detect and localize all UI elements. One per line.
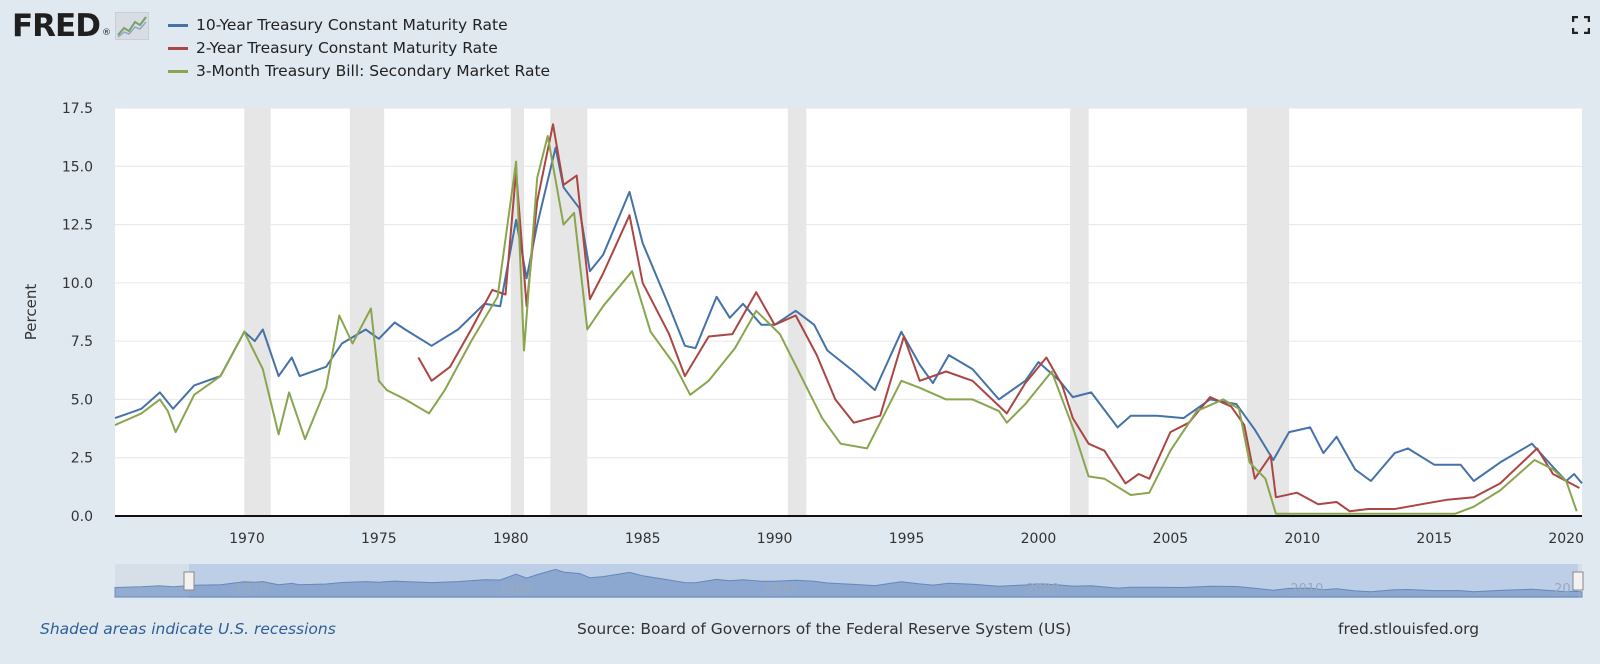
x-tick-label-6: 2000	[1021, 531, 1057, 547]
chart-legend: 10-Year Treasury Constant Maturity Rate …	[168, 14, 550, 83]
legend-swatch-3mo	[168, 70, 188, 73]
y-tick-label-6: 15.0	[62, 159, 93, 175]
recession-note[interactable]: Shaded areas indicate U.S. recessions	[40, 620, 336, 638]
series-lines	[114, 123, 1583, 515]
legend-item-3mo[interactable]: 3-Month Treasury Bill: Secondary Market …	[168, 60, 550, 83]
fred-logo[interactable]: FRED ®	[12, 8, 149, 44]
x-tick-label-5: 1995	[889, 531, 925, 547]
x-tick-label-10: 2020	[1548, 531, 1584, 547]
recession-band-6	[1246, 108, 1290, 516]
x-axis-tick-labels: 1970 1975 1980 1985 1990 1995 2000 2005 2010 2015…	[229, 531, 1584, 547]
plot-background	[115, 108, 1582, 516]
chart: 0.0 2.5 5.0 7.5 10.0 12.5 15.0 17.5 1970 1975 198…	[22, 101, 1584, 598]
y-tick-label-7: 17.5	[62, 101, 93, 117]
legend-item-10yr[interactable]: 10-Year Treasury Constant Maturity Rate	[168, 14, 550, 37]
series-line-1	[417, 123, 1580, 513]
y-tick-label-0: 0.0	[71, 509, 93, 525]
x-tick-label-0: 1970	[229, 531, 265, 547]
navigator-label-3: 2000	[1026, 582, 1059, 597]
recession-band-0	[244, 108, 271, 516]
fred-graph-icon	[114, 12, 149, 40]
series-line-2	[114, 135, 1578, 515]
legend-label-10yr: 10-Year Treasury Constant Maturity Rate	[196, 16, 508, 34]
legend-item-2yr[interactable]: 2-Year Treasury Constant Maturity Rate	[168, 37, 550, 60]
legend-label-3mo: 3-Month Treasury Bill: Secondary Market …	[196, 62, 551, 80]
fullscreen-icon[interactable]	[1572, 16, 1590, 34]
y-tick-label-1: 2.5	[71, 451, 93, 467]
recession-band-5	[1070, 108, 1089, 516]
x-tick-label-1: 1975	[361, 531, 397, 547]
navigator-label-4: 2010	[1290, 582, 1323, 597]
x-tick-label-8: 2010	[1284, 531, 1320, 547]
navigator-area	[114, 568, 1583, 598]
recession-band-2	[510, 108, 524, 516]
legend-swatch-2yr	[168, 47, 188, 50]
y-tick-label-2: 5.0	[71, 392, 93, 408]
y-axis-tick-labels: 0.0 2.5 5.0 7.5 10.0 12.5 15.0 17.5	[62, 101, 93, 525]
navigator-handle-left[interactable]	[183, 571, 195, 591]
navigator[interactable]: 1970 1980 1990 2000 2010 20	[114, 564, 1584, 598]
grid-lines	[115, 107, 1582, 459]
y-axis-title: Percent	[22, 284, 40, 341]
navigator-label-2: 1990	[763, 582, 796, 597]
navigator-label-1: 1980	[499, 582, 532, 597]
x-tick-label-7: 2005	[1153, 531, 1189, 547]
x-tick-label-2: 1980	[493, 531, 529, 547]
x-tick-label-3: 1985	[625, 531, 661, 547]
x-tick-label-4: 1990	[757, 531, 793, 547]
navigator-handle-right[interactable]	[1572, 571, 1584, 591]
y-tick-label-3: 7.5	[71, 334, 93, 350]
navigator-label-0: 1970	[235, 582, 268, 597]
legend-swatch-10yr	[168, 24, 188, 27]
y-tick-label-4: 10.0	[62, 276, 93, 292]
x-tick-label-9: 2015	[1416, 531, 1452, 547]
site-link[interactable]: fred.stlouisfed.org	[1338, 620, 1480, 638]
recession-bands	[244, 108, 1290, 516]
navigator-label-5: 20	[1554, 582, 1571, 597]
fred-logo-text: FRED	[12, 8, 101, 44]
plot-area	[115, 108, 1582, 516]
recession-band-1	[349, 108, 385, 516]
registered-mark: ®	[101, 28, 111, 38]
recession-band-3	[550, 108, 588, 516]
source-text: Source: Board of Governors of the Federa…	[577, 620, 1072, 638]
y-tick-label-5: 12.5	[62, 218, 93, 234]
legend-label-2yr: 2-Year Treasury Constant Maturity Rate	[196, 39, 498, 57]
